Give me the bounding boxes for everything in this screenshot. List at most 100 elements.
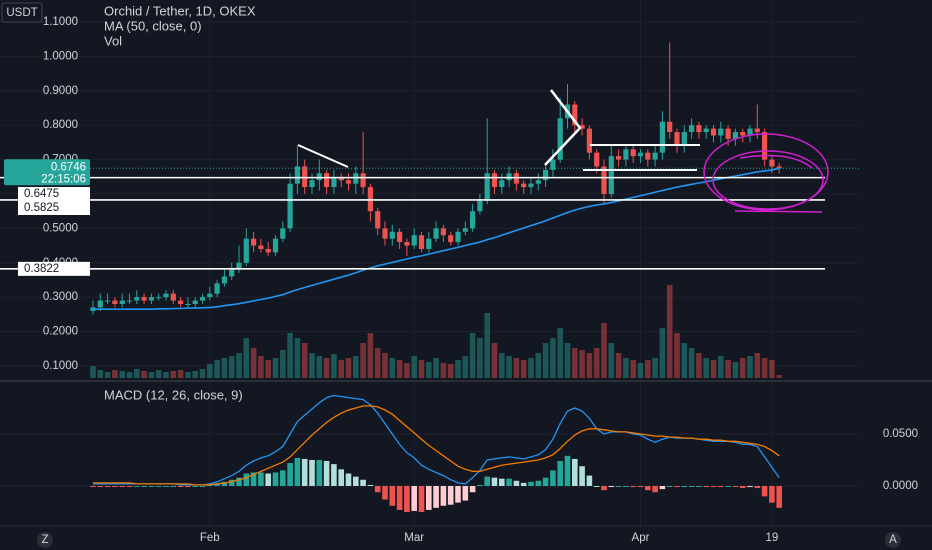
volume-bar xyxy=(228,356,235,378)
volume-bar xyxy=(433,358,439,378)
volume-bar xyxy=(776,375,782,378)
histogram-bar xyxy=(491,477,498,486)
histogram-bar xyxy=(433,485,439,508)
candle-body xyxy=(126,300,133,302)
histogram-bar xyxy=(440,485,447,506)
candle-body xyxy=(418,235,425,249)
volume-bar xyxy=(177,370,184,378)
histogram-bar xyxy=(272,472,279,486)
candle-body xyxy=(404,242,410,246)
ma-legend: MA (50, close, 0) xyxy=(104,18,202,33)
volume-bar xyxy=(265,360,271,378)
volume-bar xyxy=(564,343,571,378)
button[interactable] xyxy=(885,532,901,548)
histogram-bar xyxy=(732,485,739,488)
candle-body xyxy=(141,297,147,301)
candle-body xyxy=(221,276,227,284)
candle-body xyxy=(214,283,220,294)
x-tick-label: Apr xyxy=(632,532,650,544)
arc-drawing xyxy=(734,210,823,213)
histogram-bar xyxy=(586,475,593,486)
candle-body xyxy=(360,173,366,188)
volume-bar xyxy=(732,362,739,378)
button[interactable] xyxy=(37,532,53,548)
histogram-bar xyxy=(294,457,301,486)
histogram-bar xyxy=(484,476,490,486)
button-label[interactable]: A xyxy=(889,534,897,546)
histogram-bar xyxy=(345,473,352,486)
volume-bar xyxy=(185,372,191,378)
candle-body xyxy=(170,293,176,301)
volume-bar xyxy=(418,360,425,378)
volume-bar xyxy=(236,353,242,378)
histogram-bar xyxy=(528,481,534,486)
candle-body xyxy=(470,211,476,229)
y-tick-label: 0.2000 xyxy=(43,326,78,338)
histogram-bar xyxy=(404,485,410,512)
macd-legend: MACD (12, 26, close, 9) xyxy=(104,387,243,402)
histogram-bar xyxy=(287,463,293,486)
histogram-bar xyxy=(725,485,731,487)
histogram-bar xyxy=(623,485,629,487)
histogram-bar xyxy=(250,472,257,486)
volume-bar xyxy=(382,353,388,378)
histogram-bar xyxy=(645,485,651,491)
circle-drawing xyxy=(712,150,824,210)
candle-body xyxy=(769,159,775,167)
histogram-bar xyxy=(367,484,374,486)
histogram-bar xyxy=(221,481,228,486)
volume-bar xyxy=(550,338,556,378)
histogram-bar xyxy=(134,485,140,487)
candle-body xyxy=(134,297,140,301)
volume-bar xyxy=(104,372,111,378)
volume-bar xyxy=(112,370,118,378)
histogram-bar xyxy=(739,485,746,489)
trend-line xyxy=(297,144,349,168)
button-label[interactable]: Z xyxy=(41,534,48,546)
histogram-bar xyxy=(214,483,220,486)
candle-body xyxy=(747,128,753,136)
histogram-bar xyxy=(579,466,585,486)
volume-bar xyxy=(513,358,520,378)
volume-bar xyxy=(309,353,315,378)
candle-body xyxy=(586,128,592,153)
volume-bar xyxy=(389,358,396,378)
histogram-bar xyxy=(236,477,242,486)
volume-bar xyxy=(192,371,198,378)
candle-body xyxy=(338,176,344,181)
candle-body xyxy=(397,231,403,243)
histogram-bar xyxy=(309,459,315,486)
candle-body xyxy=(367,187,373,212)
volume-bar xyxy=(214,360,220,378)
histogram-bar xyxy=(396,485,403,510)
candle-body xyxy=(557,118,563,160)
histogram-bar xyxy=(192,485,198,487)
candle-body xyxy=(294,166,300,184)
histogram-bar xyxy=(455,485,461,503)
histogram-bar xyxy=(447,485,454,505)
candle-body xyxy=(119,300,125,304)
volume-bar xyxy=(199,369,206,378)
histogram-bar xyxy=(681,485,688,487)
histogram-bar xyxy=(360,479,366,486)
volume-bar xyxy=(455,360,461,378)
volume-bar xyxy=(506,356,512,378)
candle-body xyxy=(652,152,658,160)
last-price-label: 0.6746 xyxy=(51,161,86,173)
volume-bar xyxy=(586,353,593,378)
candle-body xyxy=(703,128,709,133)
volume-bar xyxy=(674,333,680,378)
candle-body xyxy=(725,128,731,139)
volume-bar xyxy=(535,353,542,378)
volume-bar xyxy=(163,372,169,378)
histogram-bar xyxy=(747,485,753,488)
candle-body xyxy=(718,128,724,136)
candle-body xyxy=(762,132,768,160)
volume-bar xyxy=(148,372,155,378)
volume-bar xyxy=(272,358,279,378)
volume-bar xyxy=(396,360,403,378)
candle-body xyxy=(243,238,249,263)
volume-bar xyxy=(404,363,410,378)
histogram-bar xyxy=(301,458,308,486)
histogram-bar xyxy=(112,485,118,488)
